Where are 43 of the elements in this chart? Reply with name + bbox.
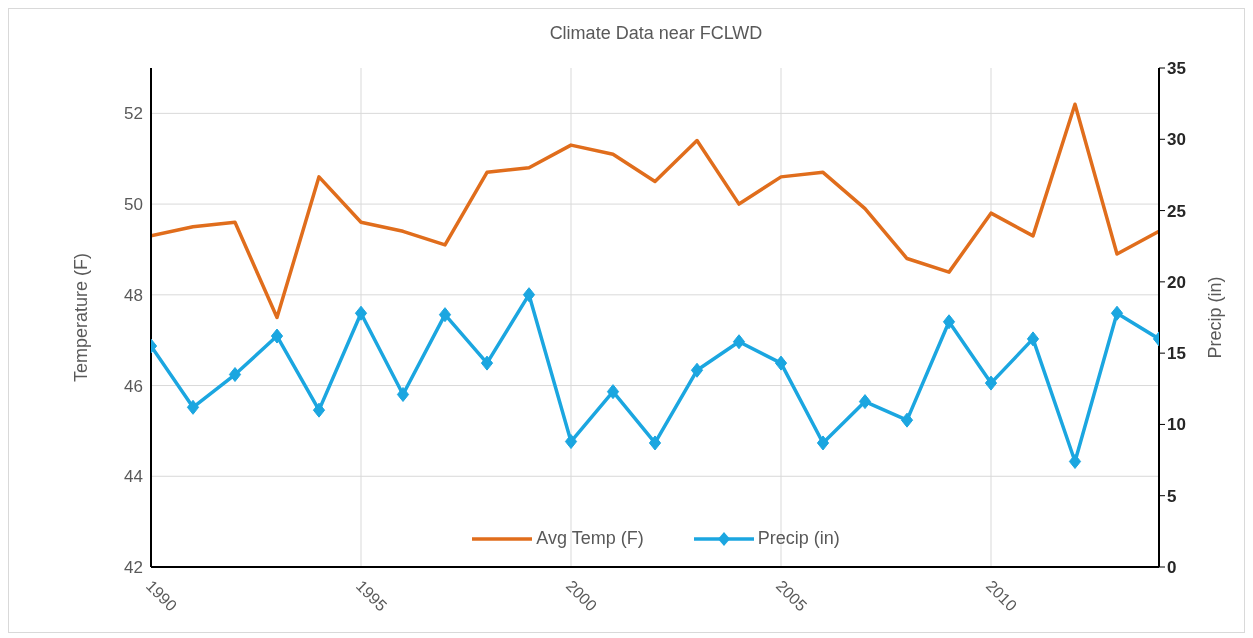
- legend-label: Avg Temp (F): [536, 528, 644, 549]
- y2-tick-label: 35: [1167, 59, 1186, 79]
- point: [312, 402, 326, 418]
- y2-tick-label: 15: [1167, 344, 1186, 364]
- y2-tick-label: 25: [1167, 201, 1186, 221]
- point: [1026, 331, 1040, 347]
- y2-tick-label: 0: [1167, 558, 1177, 578]
- point: [354, 305, 368, 321]
- line-series: [151, 102, 1159, 320]
- point: [984, 375, 998, 391]
- point: [942, 314, 956, 330]
- point: [522, 287, 536, 303]
- point: [438, 307, 452, 323]
- y-tick-label: 42: [124, 558, 143, 578]
- y-tick-label: 46: [124, 376, 143, 396]
- point: [396, 386, 410, 402]
- point: [648, 435, 662, 451]
- y-tick-label: 44: [124, 467, 143, 487]
- point: [564, 434, 578, 450]
- point: [270, 328, 284, 344]
- y2-tick-label: 5: [1167, 486, 1177, 506]
- point: [228, 367, 242, 383]
- y2-tick-label: 30: [1167, 130, 1186, 150]
- point: [816, 435, 830, 451]
- point: [690, 362, 704, 378]
- point: [900, 412, 914, 428]
- point: [858, 394, 872, 410]
- point: [1110, 305, 1124, 321]
- point: [186, 399, 200, 415]
- y2-tick-label: 10: [1167, 415, 1186, 435]
- point: [480, 355, 494, 371]
- point: [1068, 454, 1082, 469]
- y2-axis-title: Precip (in): [1205, 276, 1226, 359]
- point: [774, 355, 788, 371]
- y-axis-title: Temperature (F): [71, 252, 92, 383]
- chart-title: Climate Data near FCLWD: [548, 23, 764, 44]
- point: [606, 384, 620, 400]
- point: [732, 334, 746, 350]
- y2-tick-label: 20: [1167, 272, 1186, 292]
- y-tick-label: 52: [124, 104, 143, 124]
- legend-label: Precip (in): [757, 528, 840, 549]
- y-tick-label: 48: [124, 285, 143, 305]
- y-tick-label: 50: [124, 195, 143, 215]
